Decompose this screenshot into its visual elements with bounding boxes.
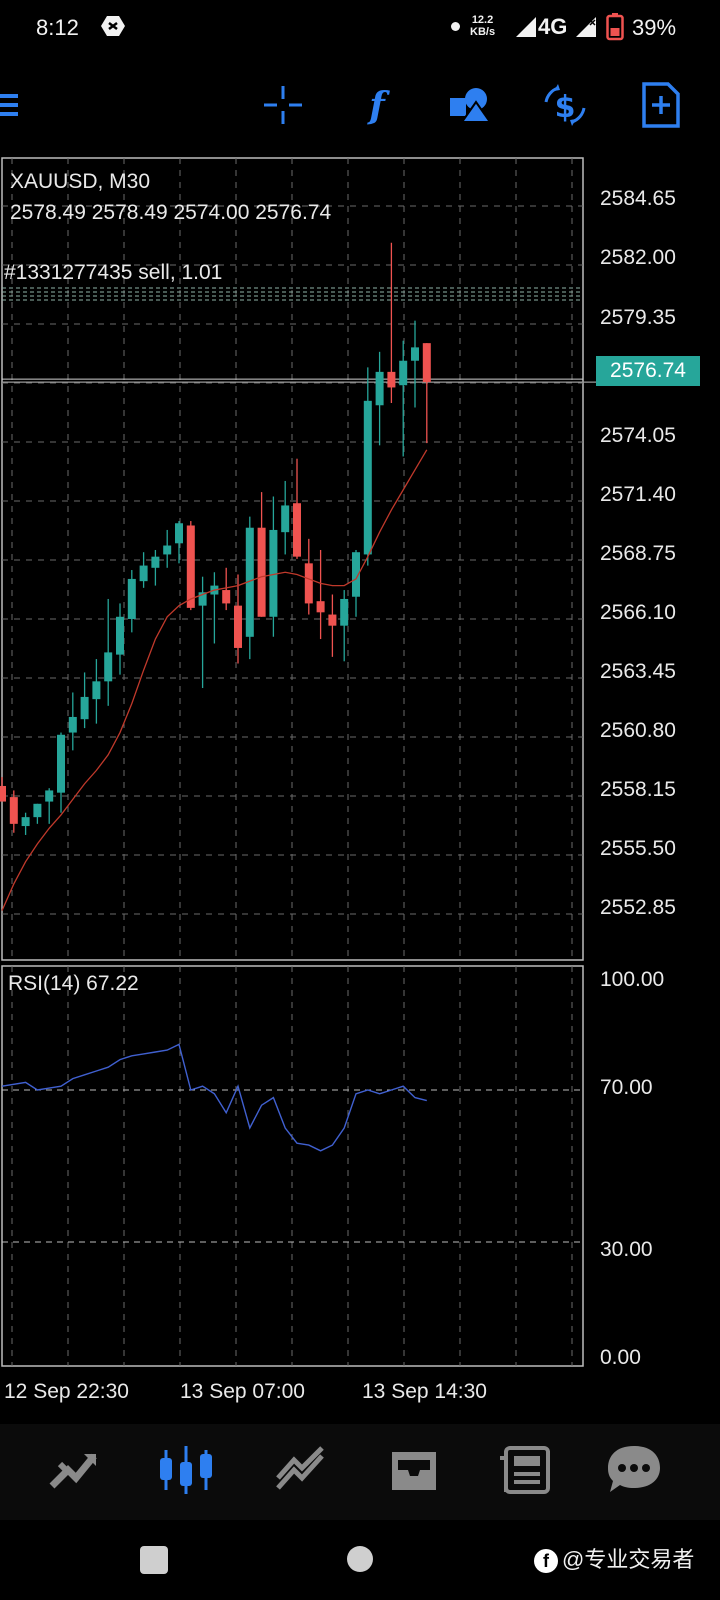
rsi-line <box>1 1043 427 1152</box>
news-icon[interactable] <box>496 1442 556 1498</box>
candle-body <box>293 503 301 557</box>
candle-body <box>375 371 384 406</box>
messages-icon[interactable] <box>604 1442 664 1498</box>
candle-body <box>175 523 183 544</box>
symbol-timeframe: XAUUSD, M30 <box>10 170 151 193</box>
price-tick: 2582.00 <box>600 246 676 269</box>
svg-text:f: f <box>366 85 390 127</box>
indicators-icon[interactable]: f <box>352 80 402 130</box>
status-bar: 8:12 12.2 KB/s 4G 39% <box>0 0 720 56</box>
wifi-signal-icon <box>516 17 536 37</box>
app-notification-icon <box>101 16 125 36</box>
candle-body <box>45 790 54 802</box>
svg-text:$: $ <box>555 90 576 125</box>
price-tick: 2574.05 <box>600 424 676 447</box>
candle-body <box>422 343 431 383</box>
objects-icon[interactable] <box>445 80 495 130</box>
time-tick: 12 Sep 22:30 <box>4 1380 129 1403</box>
candle-body <box>411 347 419 361</box>
candle-body <box>33 803 42 818</box>
chart-toolbar: f $ <box>0 70 720 140</box>
price-tick: 2584.65 <box>600 187 676 210</box>
ohlc-values: 2578.49 2578.49 2574.00 2576.74 <box>10 201 332 224</box>
battery-icon <box>606 13 624 41</box>
candle-body <box>186 525 195 608</box>
candle-body <box>387 371 396 388</box>
candle-body <box>328 614 337 626</box>
candle-body <box>352 552 360 597</box>
candle-body <box>116 616 124 655</box>
candle-body <box>127 578 136 619</box>
candle-body <box>139 565 148 582</box>
battery-percent: 39% <box>632 15 677 40</box>
candle-body <box>340 598 349 626</box>
history-icon[interactable] <box>384 1442 444 1498</box>
bottom-navigation <box>0 1424 720 1520</box>
trade-icon[interactable]: $ <box>540 80 590 130</box>
candle-body <box>222 590 231 604</box>
price-tick: 2552.85 <box>600 896 676 919</box>
candle-body <box>198 592 207 606</box>
trade-icon[interactable] <box>272 1442 332 1498</box>
time-tick: 13 Sep 14:30 <box>362 1380 487 1403</box>
price-tick: 2560.80 <box>600 719 676 742</box>
rsi-tick: 0.00 <box>600 1346 641 1369</box>
price-tick: 2563.45 <box>600 660 676 683</box>
network-type: 4G <box>538 14 568 39</box>
quotes-icon[interactable] <box>44 1442 104 1498</box>
home-button[interactable] <box>347 1546 373 1572</box>
price-tick: 2571.40 <box>600 483 676 506</box>
recent-apps-button[interactable] <box>140 1546 168 1574</box>
order-label[interactable]: #1331277435 sell, 1.01 <box>4 261 223 284</box>
candle-body <box>9 797 18 824</box>
candle-body <box>316 601 325 613</box>
watermark-logo-icon: f <box>534 1549 558 1574</box>
crosshair-icon[interactable] <box>258 80 308 130</box>
rsi-tick: 70.00 <box>600 1076 653 1099</box>
watermark-text: @专业交易者 <box>562 1547 695 1572</box>
network-speed: 12.2 KB/s <box>470 14 496 38</box>
price-tick: 2558.15 <box>600 778 676 801</box>
rsi-tick: 100.00 <box>600 968 665 991</box>
candle-body <box>104 652 113 682</box>
status-time: 8:12 <box>36 15 79 40</box>
current-price-tag: 2576.74 <box>596 356 700 386</box>
candle-body <box>269 529 278 617</box>
candle-body <box>163 545 172 555</box>
candle-body <box>80 696 89 720</box>
rsi-label: RSI(14) 67.22 <box>8 972 139 995</box>
candle-body <box>281 505 290 533</box>
chart-area[interactable]: XAUUSD, M30 2578.49 2578.49 2574.00 2576… <box>0 150 720 1410</box>
rsi-tick: 30.00 <box>600 1238 653 1261</box>
new-order-icon[interactable] <box>636 80 686 130</box>
moving-average-line <box>1 449 428 911</box>
chart-icon[interactable] <box>156 1442 216 1498</box>
price-tick: 2579.35 <box>600 306 676 329</box>
watermark: f @专业交易者 <box>534 1542 694 1574</box>
menu-icon[interactable] <box>0 80 24 130</box>
time-tick: 13 Sep 07:00 <box>180 1380 305 1403</box>
price-tick: 2566.10 <box>600 601 676 624</box>
candle-body <box>257 527 266 617</box>
price-tick: 2555.50 <box>600 837 676 860</box>
candle-body <box>68 716 77 733</box>
candle-body <box>245 527 254 637</box>
candle-body <box>234 605 242 648</box>
price-tick: 2568.75 <box>600 542 676 565</box>
candle-body <box>363 400 372 555</box>
system-navigation: f @专业交易者 <box>0 1520 720 1600</box>
cell-signal-icon <box>576 17 596 37</box>
candle-body <box>21 817 30 827</box>
candle-body <box>304 563 313 604</box>
candle-body <box>399 360 408 386</box>
notification-dot <box>451 22 460 31</box>
candle-body <box>57 734 65 793</box>
candle-body <box>151 556 160 568</box>
chart-canvas[interactable] <box>0 150 720 1410</box>
candle-body <box>0 785 6 802</box>
candle-body <box>92 681 101 700</box>
